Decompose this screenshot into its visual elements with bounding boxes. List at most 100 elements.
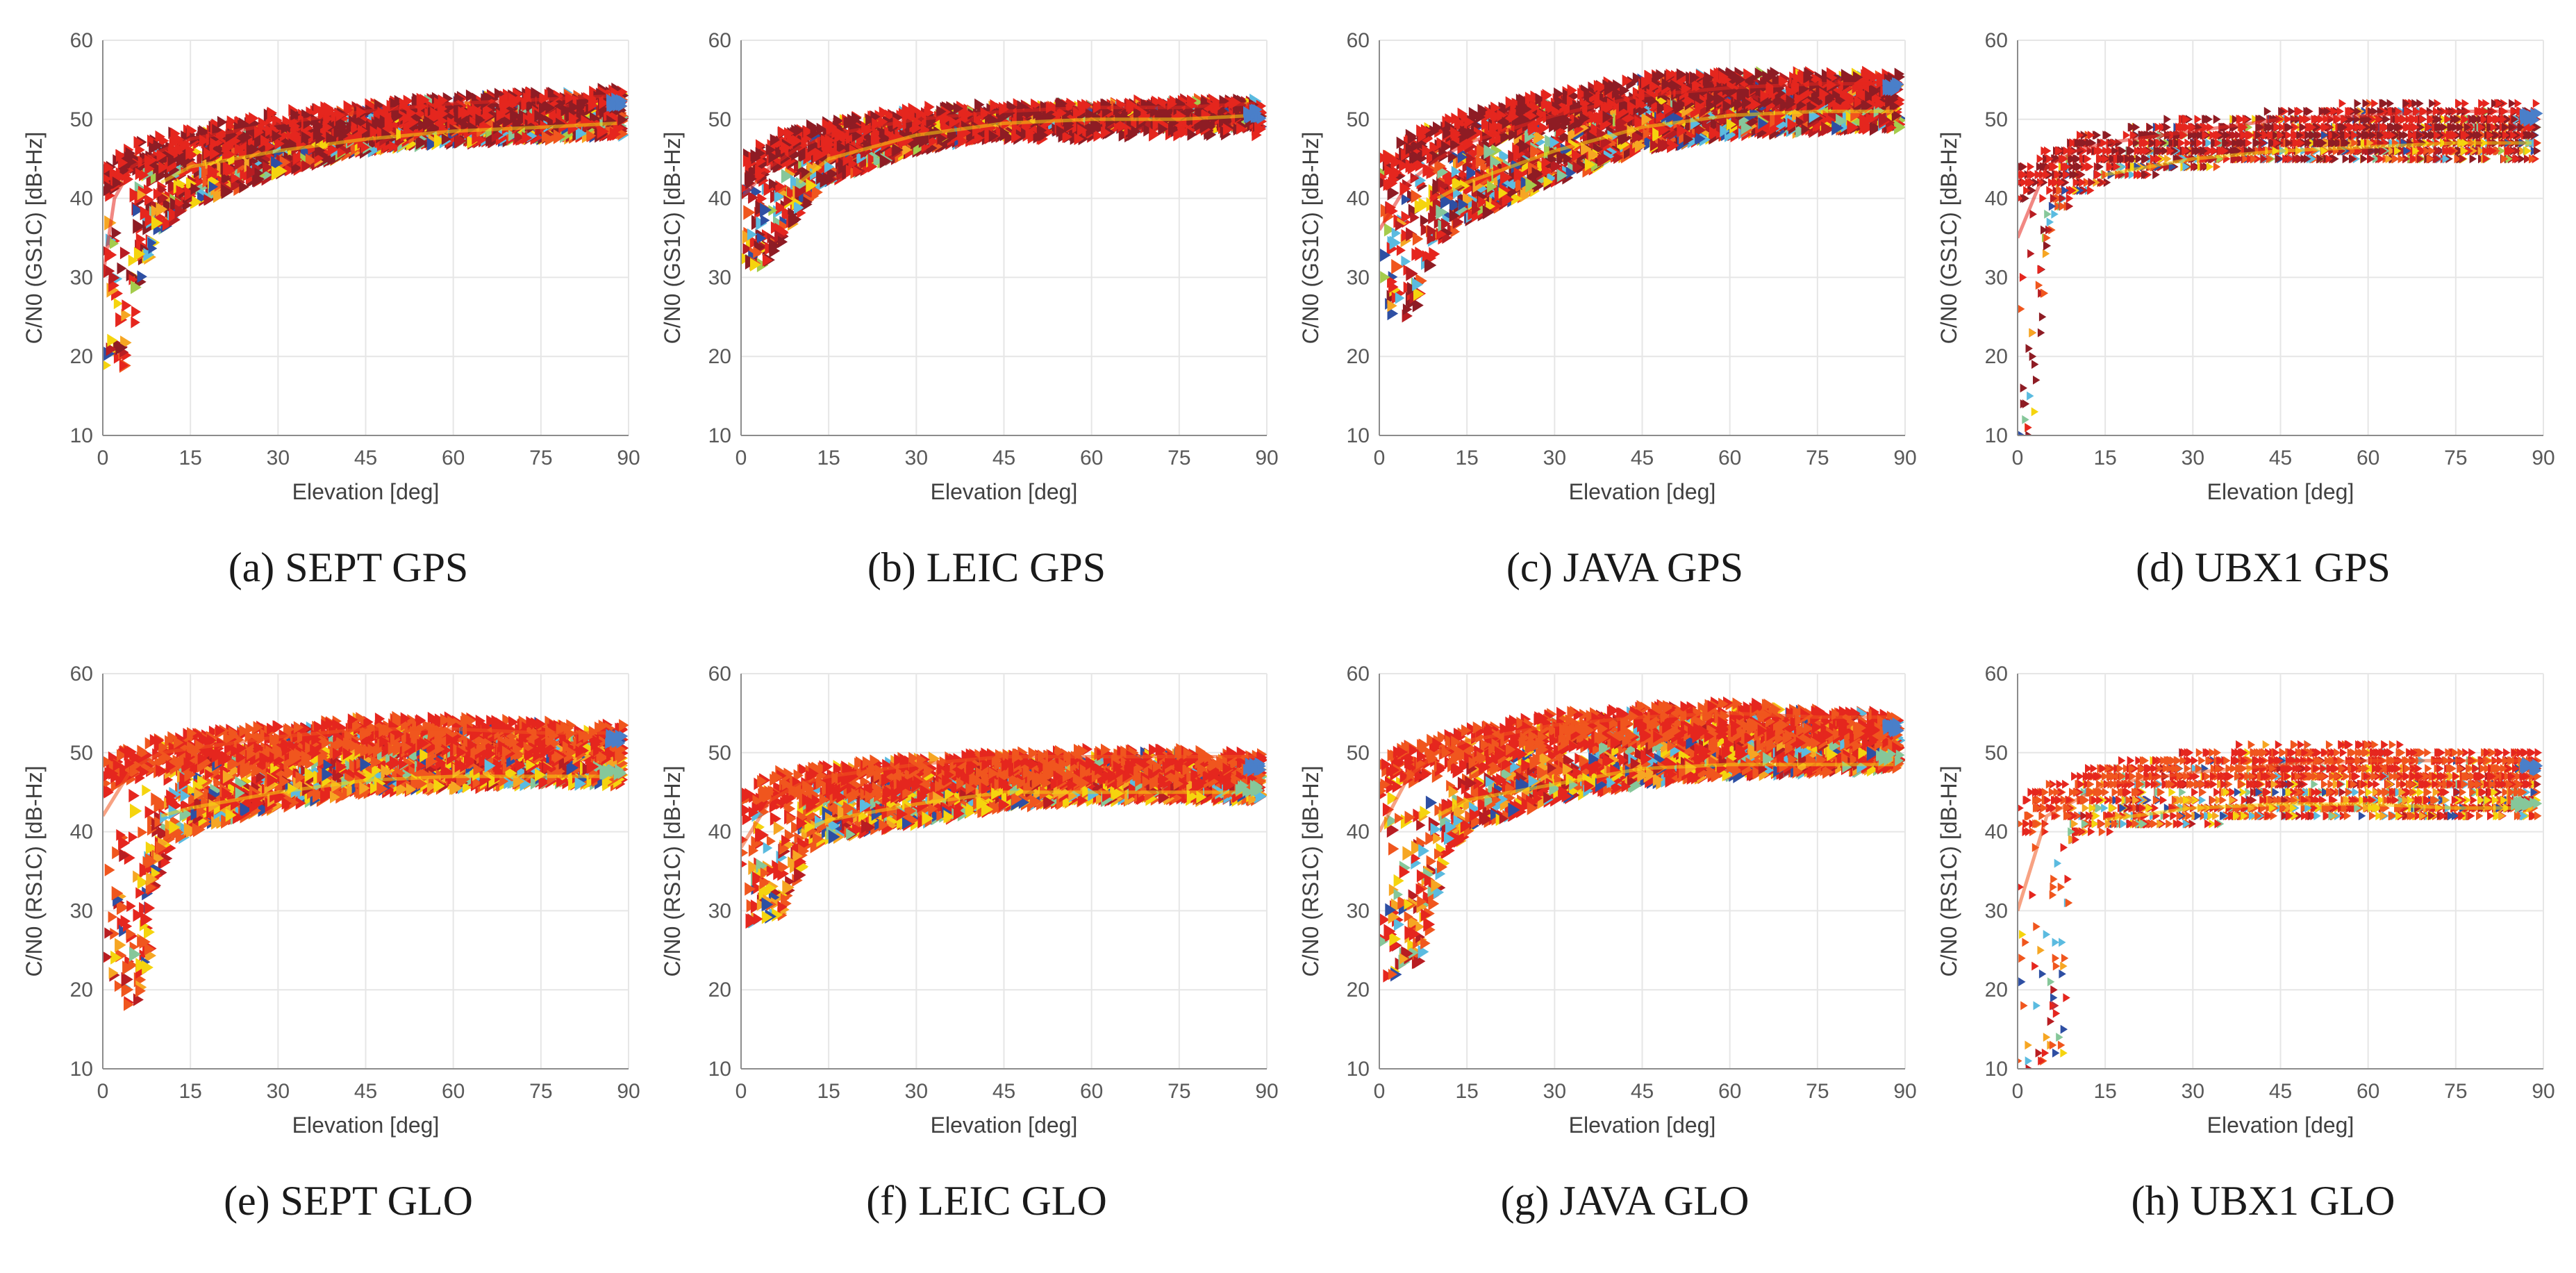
data-point xyxy=(424,115,434,128)
data-point xyxy=(119,247,131,260)
x-tick-label: 60 xyxy=(442,447,465,469)
data-point xyxy=(231,172,240,184)
x-tick-label: 0 xyxy=(97,447,109,469)
data-point xyxy=(119,359,129,372)
data-point xyxy=(783,194,793,207)
data-point xyxy=(144,194,154,206)
data-points xyxy=(741,92,1267,272)
data-point xyxy=(419,93,430,106)
data-point xyxy=(778,235,788,248)
data-point xyxy=(611,92,621,104)
data-point xyxy=(201,166,212,178)
data-point xyxy=(743,205,756,220)
data-point xyxy=(1119,128,1129,142)
data-point xyxy=(135,143,145,156)
data-point xyxy=(194,175,205,188)
data-point xyxy=(599,97,609,110)
data-point xyxy=(569,101,580,114)
data-point xyxy=(128,254,138,267)
data-point xyxy=(224,141,235,154)
data-point xyxy=(1121,106,1132,119)
data-point xyxy=(301,160,312,172)
data-point xyxy=(143,247,155,262)
data-point xyxy=(615,99,625,111)
data-point xyxy=(974,131,985,144)
data-point xyxy=(902,143,913,156)
data-point xyxy=(234,142,244,156)
data-point xyxy=(103,360,112,371)
data-point xyxy=(775,201,787,215)
y-tick-label: 50 xyxy=(70,108,93,131)
data-point xyxy=(133,135,144,149)
data-point xyxy=(609,127,622,142)
data-point xyxy=(770,221,781,234)
data-point xyxy=(217,115,228,128)
data-point xyxy=(433,133,446,149)
data-point xyxy=(768,238,781,253)
data-point xyxy=(1033,131,1043,144)
data-point xyxy=(756,139,766,152)
data-point xyxy=(461,106,472,119)
data-point xyxy=(214,147,224,160)
data-point xyxy=(761,215,770,226)
series-line-high-group xyxy=(103,94,617,278)
data-point xyxy=(174,146,184,159)
data-point xyxy=(820,176,829,188)
data-point xyxy=(337,117,348,130)
data-point xyxy=(322,121,333,134)
data-point xyxy=(170,127,181,140)
data-point xyxy=(750,258,761,272)
data-point xyxy=(541,131,552,144)
x-tick-label: 45 xyxy=(354,447,377,469)
data-point xyxy=(135,167,146,181)
data-points xyxy=(103,82,629,373)
data-point xyxy=(374,99,385,112)
data-point xyxy=(265,140,276,153)
data-point xyxy=(794,201,804,215)
data-point xyxy=(167,153,178,167)
data-point xyxy=(774,230,785,243)
data-point xyxy=(122,299,132,312)
data-point xyxy=(472,104,483,117)
data-point xyxy=(402,112,413,125)
y-tick-label: 40 xyxy=(70,188,93,210)
data-point xyxy=(279,155,291,169)
data-point xyxy=(418,119,429,132)
data-point xyxy=(137,189,147,201)
y-tick-label: 10 xyxy=(70,424,93,447)
data-point xyxy=(169,208,181,222)
x-tick-label: 75 xyxy=(529,447,552,469)
data-point xyxy=(186,124,197,138)
data-point xyxy=(803,196,813,208)
data-point xyxy=(162,216,174,231)
data-point xyxy=(811,185,823,199)
data-point xyxy=(121,308,132,322)
data-point xyxy=(496,108,506,122)
data-point xyxy=(741,183,749,194)
data-point xyxy=(853,165,863,178)
data-point xyxy=(441,133,451,145)
data-point xyxy=(762,253,773,267)
y-tick-label: 60 xyxy=(70,29,93,52)
data-point xyxy=(796,176,808,192)
data-point xyxy=(892,142,904,157)
data-point xyxy=(747,228,757,241)
data-point xyxy=(184,186,195,199)
data-point xyxy=(742,242,753,256)
data-point xyxy=(552,111,563,124)
data-point xyxy=(254,167,264,179)
series-line-low-group xyxy=(160,122,617,185)
data-point xyxy=(384,115,395,128)
data-point xyxy=(356,116,367,128)
data-point xyxy=(327,142,339,156)
data-point xyxy=(251,162,263,175)
data-point xyxy=(343,100,354,113)
data-point xyxy=(867,160,878,173)
data-point xyxy=(174,203,187,219)
data-point xyxy=(337,147,347,158)
data-point xyxy=(390,97,400,110)
data-point xyxy=(222,149,233,161)
data-point xyxy=(333,126,344,140)
data-point xyxy=(475,113,485,126)
data-point xyxy=(271,156,283,171)
